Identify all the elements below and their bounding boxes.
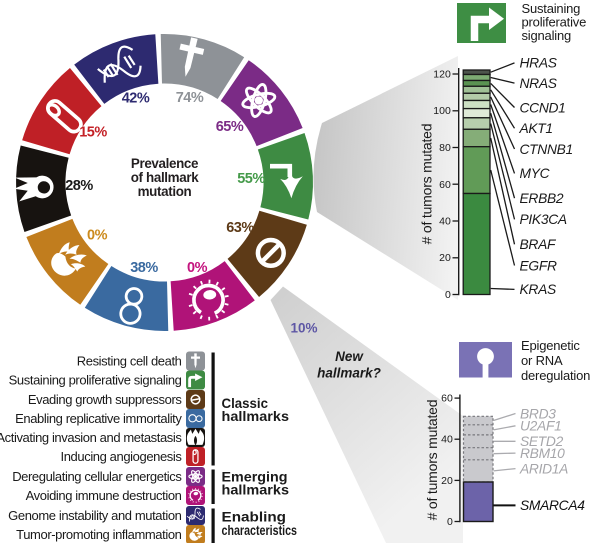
svg-text:55%: 55% (237, 171, 265, 187)
svg-text:deregulation: deregulation (521, 368, 590, 383)
svg-text:Genome instability and mutatio: Genome instability and mutation (8, 508, 181, 523)
svg-text:Activating invasion and metast: Activating invasion and metastasis (0, 430, 182, 445)
svg-text:AKT1: AKT1 (519, 121, 553, 136)
svg-text:Avoiding immune destruction: Avoiding immune destruction (26, 488, 182, 503)
svg-text:Sustaining proliferative signa: Sustaining proliferative signaling (9, 373, 182, 388)
svg-text:Epigenetic: Epigenetic (521, 338, 580, 353)
svg-text:42%: 42% (122, 90, 150, 106)
svg-text:Sustaining: Sustaining (522, 1, 581, 16)
svg-text:63%: 63% (226, 220, 254, 236)
svg-text:PIK3CA: PIK3CA (520, 212, 567, 227)
svg-text:EGFR: EGFR (520, 258, 557, 273)
svg-text:60: 60 (441, 393, 453, 405)
svg-text:# of tumors mutated: # of tumors mutated (424, 400, 440, 521)
svg-text:Enabling replicative immortali: Enabling replicative immortality (15, 411, 182, 426)
svg-text:100: 100 (433, 105, 451, 117)
svg-text:120: 120 (433, 69, 451, 81)
svg-text:MYC: MYC (520, 166, 551, 181)
svg-text:Emerging: Emerging (222, 470, 288, 485)
svg-text:SETD2: SETD2 (520, 434, 564, 449)
svg-text:ERBB2: ERBB2 (520, 191, 564, 206)
svg-text:New: New (335, 349, 364, 364)
svg-text:0: 0 (447, 516, 453, 528)
svg-text:Resisting cell death: Resisting cell death (77, 354, 182, 369)
svg-text:0%: 0% (87, 228, 108, 244)
svg-text:CTNNB1: CTNNB1 (520, 142, 573, 157)
svg-text:15%: 15% (79, 125, 107, 141)
svg-text:28%: 28% (65, 178, 93, 194)
svg-text:0: 0 (445, 289, 451, 301)
svg-text:hallmarks: hallmarks (222, 483, 290, 498)
svg-text:RBM10: RBM10 (520, 446, 565, 461)
svg-text:U2AF1: U2AF1 (520, 419, 561, 434)
svg-text:HRAS: HRAS (520, 56, 558, 71)
svg-text:BRD3: BRD3 (520, 406, 556, 421)
svg-text:Deregulating cellular energeti: Deregulating cellular energetics (12, 469, 182, 484)
svg-text:74%: 74% (176, 90, 204, 106)
svg-text:38%: 38% (130, 260, 158, 276)
svg-text:CCND1: CCND1 (520, 100, 566, 115)
svg-text:65%: 65% (216, 119, 244, 135)
svg-text:Inducing angiogenesis: Inducing angiogenesis (61, 449, 183, 464)
svg-text:or RNA: or RNA (521, 353, 563, 368)
svg-text:Prevalence: Prevalence (131, 156, 198, 171)
svg-text:20: 20 (441, 475, 453, 487)
svg-text:of hallmark: of hallmark (131, 170, 199, 185)
svg-text:NRAS: NRAS (520, 76, 558, 91)
svg-text:SMARCA4: SMARCA4 (520, 498, 585, 513)
svg-text:ARID1A: ARID1A (519, 461, 568, 476)
svg-text:hallmark?: hallmark? (317, 366, 381, 381)
svg-text:Evading growth suppressors: Evading growth suppressors (28, 392, 183, 407)
svg-text:KRAS: KRAS (520, 282, 557, 297)
svg-text:40: 40 (439, 216, 451, 228)
svg-text:hallmarks: hallmarks (222, 409, 290, 424)
svg-text:Tumor-promoting inflammation: Tumor-promoting inflammation (16, 527, 181, 542)
svg-text:80: 80 (439, 142, 451, 154)
svg-text:60: 60 (439, 179, 451, 191)
svg-text:10%: 10% (290, 321, 317, 336)
svg-text:proliferative: proliferative (522, 15, 587, 30)
svg-text:signaling: signaling (522, 28, 572, 43)
svg-text:40: 40 (441, 434, 453, 446)
svg-text:20: 20 (439, 252, 451, 264)
svg-text:Enabling: Enabling (222, 510, 287, 525)
svg-text:0%: 0% (187, 260, 208, 276)
svg-text:characteristics: characteristics (222, 523, 298, 538)
svg-text:# of tumors mutated: # of tumors mutated (419, 124, 435, 245)
svg-text:BRAF: BRAF (520, 237, 557, 252)
svg-text:mutation: mutation (138, 184, 192, 199)
svg-text:Classic: Classic (222, 396, 269, 411)
